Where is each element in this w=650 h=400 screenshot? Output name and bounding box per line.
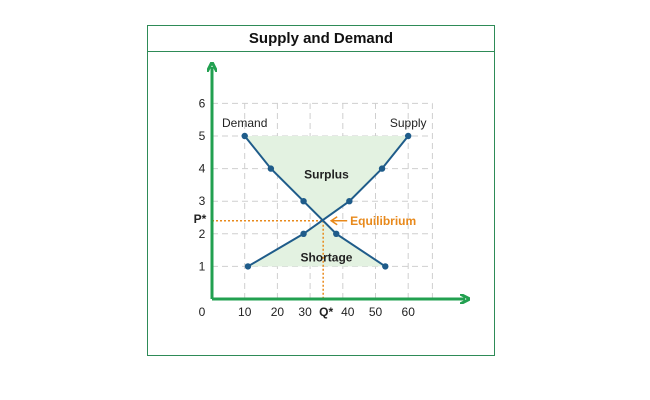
- x-tick-label: 20: [271, 305, 285, 319]
- supply-point: [378, 165, 386, 172]
- x-tick-label: 50: [369, 305, 383, 319]
- supply-point: [300, 230, 307, 237]
- shortage-region: [247, 220, 386, 267]
- y-tick-label: 5: [199, 129, 206, 143]
- equilibrium-arrow-head: [329, 216, 338, 226]
- chart-title: Supply and Demand: [148, 26, 494, 52]
- y-tick-label: 3: [199, 194, 206, 208]
- demand-point: [267, 165, 275, 172]
- demand-point: [300, 198, 307, 205]
- x-tick-label: 40: [341, 305, 355, 319]
- price-star-label: P*: [194, 212, 207, 226]
- x-tick-label: 60: [402, 305, 416, 319]
- x-tick-label: 10: [238, 305, 252, 319]
- demand-point: [382, 263, 389, 270]
- supply-point: [346, 198, 353, 205]
- shortage-label: Shortage: [300, 251, 352, 265]
- demand-label: Demand: [222, 116, 267, 130]
- y-tick-label: 1: [199, 259, 206, 273]
- supply-label: Supply: [390, 116, 427, 130]
- quantity-star-label: Q*: [319, 305, 333, 319]
- demand-point: [241, 132, 248, 140]
- equilibrium-label: Equilibrium: [350, 214, 416, 228]
- surplus-label: Surplus: [304, 167, 349, 181]
- chart-frame: Supply and Demand: [147, 25, 495, 356]
- y-tick-label: 2: [199, 227, 206, 241]
- y-tick-label: 6: [199, 96, 206, 110]
- supply-point: [244, 263, 252, 270]
- demand-point: [333, 230, 340, 237]
- supply-point: [405, 132, 412, 140]
- x-tick-label: 30: [298, 305, 312, 319]
- x-tick-label: 0: [199, 305, 206, 319]
- surplus-region: [244, 136, 409, 221]
- y-tick-label: 4: [199, 162, 206, 176]
